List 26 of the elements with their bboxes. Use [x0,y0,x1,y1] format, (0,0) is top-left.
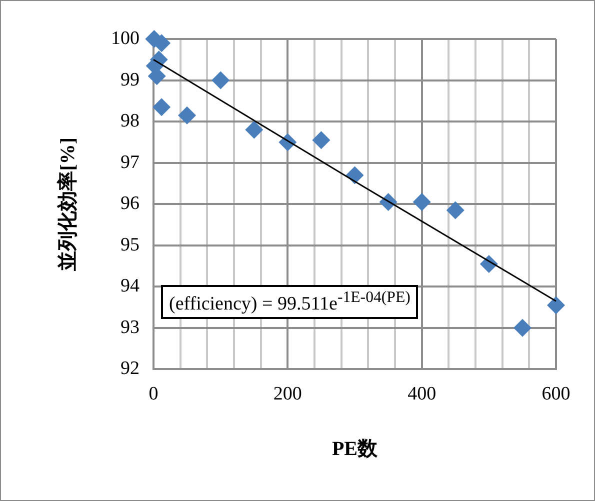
x-tick-label: 0 [148,384,158,405]
point [412,193,431,212]
y-tick-label: 96 [120,193,140,214]
y-tick-label: 100 [111,28,140,49]
x-tick-label: 400 [408,384,436,405]
y-tick-label: 94 [120,276,140,297]
point [513,318,532,337]
y-tick-label: 98 [120,110,140,132]
y-tick-label: 93 [120,316,140,338]
y-tick-label: 95 [120,234,140,256]
annotation: (efficiency) = 99.511e$^{-1E-04(PE)}$ [161,285,418,320]
point [446,201,464,220]
point [312,131,330,150]
x-tick-label: 600 [542,384,570,405]
point [346,166,364,184]
y-axis-title: 並列化効率[%] [56,137,80,272]
point [547,296,565,314]
y-tick-label: 99 [120,69,140,90]
point [152,98,171,116]
y-tick-label: 92 [120,358,140,380]
x-axis-title: PE数 [332,438,379,460]
y-tick-label: 97 [120,152,140,173]
x-tick-label: 200 [273,384,302,405]
point [178,106,196,124]
point [245,120,264,139]
point [212,71,230,90]
